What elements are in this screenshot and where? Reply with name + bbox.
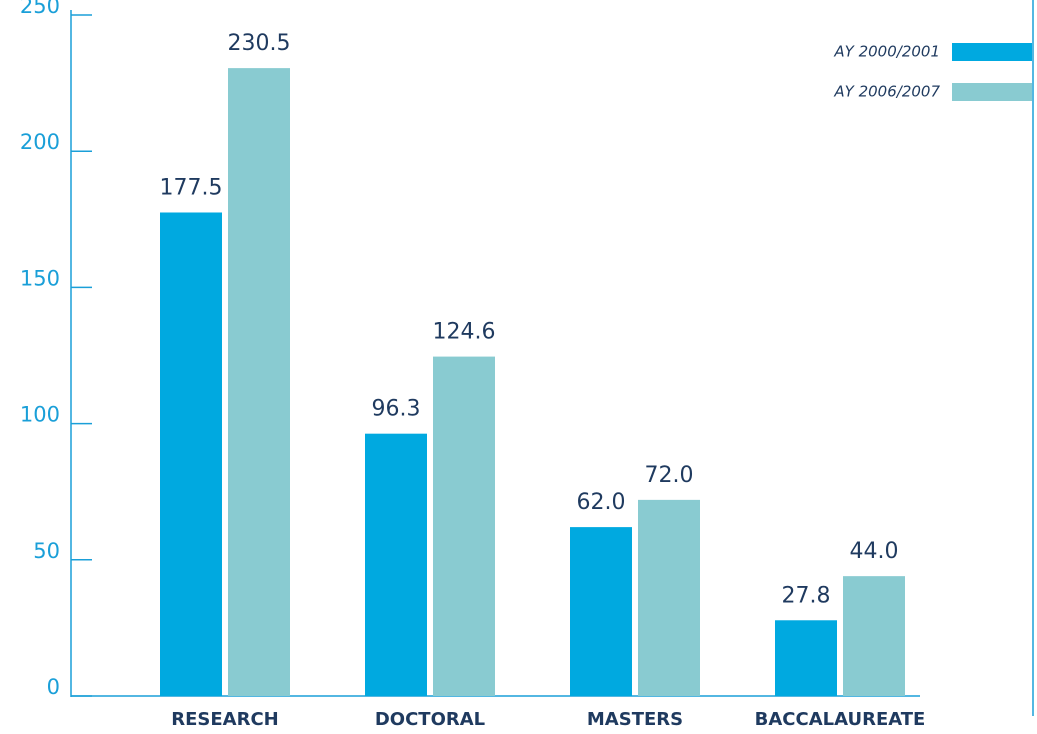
bar [843, 576, 905, 696]
value-label: 62.0 [577, 490, 626, 515]
y-tick-label: 150 [20, 266, 60, 290]
x-tick-label: RESEARCH [171, 709, 278, 730]
legend-label: AY 2006/2007 [833, 83, 940, 101]
x-tick-label: BACCALAUREATE [755, 709, 926, 730]
value-label: 44.0 [850, 539, 899, 564]
value-label: 72.0 [645, 463, 694, 488]
y-tick-label: 200 [20, 130, 60, 154]
bar [433, 356, 495, 696]
y-tick-label: 250 [20, 0, 60, 18]
value-label: 177.5 [160, 175, 223, 200]
legend-swatch [952, 43, 1032, 61]
x-tick-label: DOCTORAL [375, 709, 485, 730]
value-label: 230.5 [228, 31, 291, 56]
value-label: 96.3 [372, 397, 421, 422]
value-label: 27.8 [782, 583, 831, 608]
bar [228, 68, 290, 697]
bar [365, 433, 427, 696]
bar [775, 620, 837, 696]
legend-swatch [952, 83, 1032, 101]
legend-label: AY 2000/2001 [833, 43, 940, 61]
bar [160, 212, 222, 697]
x-tick-label: MASTERS [587, 709, 683, 730]
value-label: 124.6 [433, 320, 496, 345]
bar [570, 527, 632, 696]
y-tick-label: 100 [20, 403, 60, 427]
y-tick-label: 50 [33, 539, 60, 563]
y-tick-label: 0 [47, 675, 60, 699]
bar [638, 499, 700, 696]
